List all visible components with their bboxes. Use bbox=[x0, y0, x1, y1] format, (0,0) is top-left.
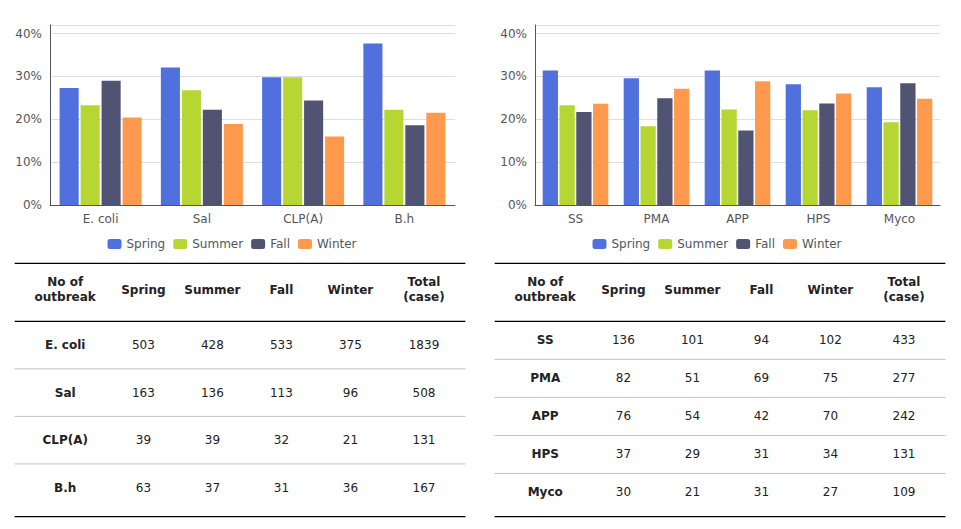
svg-text:96: 96 bbox=[343, 386, 358, 400]
svg-text:Spring: Spring bbox=[121, 283, 165, 297]
svg-text:No of: No of bbox=[47, 275, 84, 289]
svg-text:Sal: Sal bbox=[55, 386, 76, 400]
svg-text:101: 101 bbox=[681, 333, 704, 347]
svg-text:20%: 20% bbox=[15, 112, 42, 126]
svg-text:37: 37 bbox=[205, 481, 220, 495]
svg-text:Spring: Spring bbox=[612, 237, 651, 251]
svg-text:SS: SS bbox=[568, 212, 583, 226]
svg-text:CLP(A): CLP(A) bbox=[42, 433, 88, 447]
svg-text:Spring: Spring bbox=[601, 283, 645, 297]
svg-text:36: 36 bbox=[343, 481, 358, 495]
svg-text:32: 32 bbox=[274, 433, 289, 447]
svg-text:31: 31 bbox=[274, 481, 289, 495]
svg-text:0%: 0% bbox=[23, 198, 42, 212]
svg-text:167: 167 bbox=[413, 481, 436, 495]
svg-text:31: 31 bbox=[754, 447, 769, 461]
svg-text:(case): (case) bbox=[403, 290, 444, 304]
svg-text:Myco: Myco bbox=[528, 485, 563, 499]
svg-text:37: 37 bbox=[616, 447, 631, 461]
svg-text:Summer: Summer bbox=[184, 283, 240, 297]
svg-text:131: 131 bbox=[413, 433, 436, 447]
svg-text:outbreak: outbreak bbox=[35, 290, 97, 304]
svg-text:31: 31 bbox=[754, 485, 769, 499]
svg-text:(case): (case) bbox=[883, 290, 924, 304]
svg-text:136: 136 bbox=[612, 333, 635, 347]
svg-text:76: 76 bbox=[616, 409, 631, 423]
svg-text:75: 75 bbox=[823, 371, 838, 385]
svg-text:163: 163 bbox=[132, 386, 155, 400]
svg-text:Myco: Myco bbox=[884, 212, 915, 226]
svg-text:51: 51 bbox=[685, 371, 700, 385]
svg-text:433: 433 bbox=[893, 333, 916, 347]
svg-text:0%: 0% bbox=[508, 198, 527, 212]
svg-text:HPS: HPS bbox=[807, 212, 831, 226]
svg-text:CLP(A): CLP(A) bbox=[283, 212, 323, 226]
svg-text:277: 277 bbox=[893, 371, 916, 385]
svg-text:42: 42 bbox=[754, 409, 769, 423]
svg-text:Winter: Winter bbox=[808, 283, 854, 297]
svg-text:Summer: Summer bbox=[664, 283, 720, 297]
svg-text:40%: 40% bbox=[15, 27, 42, 41]
svg-text:503: 503 bbox=[132, 338, 155, 352]
svg-text:E. coli: E. coli bbox=[45, 338, 86, 352]
svg-text:Spring: Spring bbox=[127, 237, 166, 251]
svg-text:Winter: Winter bbox=[328, 283, 374, 297]
svg-text:PMA: PMA bbox=[644, 212, 671, 226]
svg-text:Fall: Fall bbox=[755, 237, 775, 251]
svg-text:Total: Total bbox=[888, 275, 921, 289]
svg-text:No of: No of bbox=[527, 275, 564, 289]
svg-text:E. coli: E. coli bbox=[83, 212, 119, 226]
svg-text:B.h: B.h bbox=[54, 481, 76, 495]
svg-text:APP: APP bbox=[532, 409, 559, 423]
svg-text:Summer: Summer bbox=[192, 237, 243, 251]
svg-text:SS: SS bbox=[537, 333, 554, 347]
svg-text:10%: 10% bbox=[15, 155, 42, 169]
svg-text:Fall: Fall bbox=[270, 237, 290, 251]
svg-text:Summer: Summer bbox=[677, 237, 728, 251]
svg-text:21: 21 bbox=[343, 433, 358, 447]
svg-text:outbreak: outbreak bbox=[515, 290, 577, 304]
svg-text:27: 27 bbox=[823, 485, 838, 499]
svg-text:533: 533 bbox=[270, 338, 293, 352]
svg-text:B.h: B.h bbox=[395, 212, 415, 226]
svg-text:30%: 30% bbox=[15, 69, 42, 83]
svg-text:APP: APP bbox=[726, 212, 749, 226]
svg-text:508: 508 bbox=[413, 386, 436, 400]
svg-text:94: 94 bbox=[754, 333, 769, 347]
svg-text:Total: Total bbox=[408, 275, 441, 289]
svg-text:63: 63 bbox=[136, 481, 151, 495]
svg-text:29: 29 bbox=[685, 447, 700, 461]
svg-text:Winter: Winter bbox=[802, 237, 842, 251]
svg-text:30: 30 bbox=[616, 485, 631, 499]
svg-text:PMA: PMA bbox=[530, 371, 561, 385]
svg-text:34: 34 bbox=[823, 447, 838, 461]
svg-text:Sal: Sal bbox=[193, 212, 211, 226]
svg-text:39: 39 bbox=[136, 433, 151, 447]
svg-text:113: 113 bbox=[270, 386, 293, 400]
svg-text:54: 54 bbox=[685, 409, 700, 423]
svg-text:40%: 40% bbox=[500, 27, 527, 41]
svg-text:428: 428 bbox=[201, 338, 224, 352]
svg-text:Fall: Fall bbox=[269, 283, 293, 297]
svg-text:131: 131 bbox=[893, 447, 916, 461]
svg-text:30%: 30% bbox=[500, 69, 527, 83]
svg-text:Winter: Winter bbox=[317, 237, 357, 251]
svg-text:21: 21 bbox=[685, 485, 700, 499]
svg-text:242: 242 bbox=[893, 409, 916, 423]
svg-text:Fall: Fall bbox=[749, 283, 773, 297]
svg-text:1839: 1839 bbox=[409, 338, 440, 352]
svg-text:39: 39 bbox=[205, 433, 220, 447]
svg-text:20%: 20% bbox=[500, 112, 527, 126]
svg-text:375: 375 bbox=[339, 338, 362, 352]
svg-text:HPS: HPS bbox=[531, 447, 558, 461]
svg-text:69: 69 bbox=[754, 371, 769, 385]
svg-text:82: 82 bbox=[616, 371, 631, 385]
svg-text:109: 109 bbox=[893, 485, 916, 499]
svg-text:10%: 10% bbox=[500, 155, 527, 169]
svg-text:102: 102 bbox=[819, 333, 842, 347]
svg-text:70: 70 bbox=[823, 409, 838, 423]
svg-text:136: 136 bbox=[201, 386, 224, 400]
